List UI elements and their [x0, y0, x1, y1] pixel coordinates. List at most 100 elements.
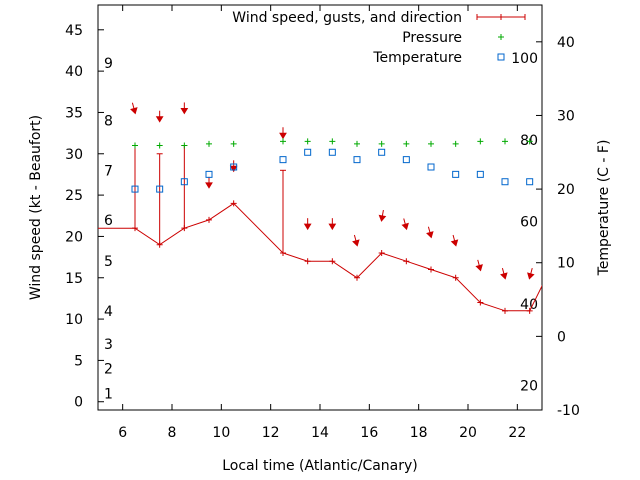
- wind-direction-arrow: [328, 218, 337, 231]
- temperature-point: [476, 170, 484, 178]
- y-right-tick-label: -10: [557, 403, 580, 419]
- fahrenheit-label: 40: [520, 297, 538, 313]
- arrow-head: [130, 107, 138, 115]
- wind-direction-arrow: [500, 267, 508, 280]
- x-tick-label: 14: [311, 425, 329, 441]
- wind-speed-point: [354, 274, 360, 281]
- arrow-head: [401, 222, 409, 231]
- legend-swatch-pressure: [498, 34, 504, 40]
- temperature-point: [353, 156, 361, 164]
- wind-speed-point: [403, 258, 410, 265]
- wind-speed-point: [452, 274, 459, 281]
- wind-direction-arrow: [229, 160, 238, 173]
- wind-speed-point: [477, 299, 484, 306]
- x-tick-label: 18: [410, 425, 428, 441]
- beaufort-label: 7: [104, 163, 113, 179]
- temperature-point: [328, 148, 336, 156]
- arrow-head: [450, 239, 459, 247]
- arrow-head: [475, 264, 483, 272]
- pressure-point: [230, 140, 237, 147]
- temperature-point: [279, 156, 287, 164]
- y-left-tick-label: 5: [74, 353, 83, 369]
- temperature-point: [180, 178, 188, 186]
- beaufort-label: 6: [104, 213, 113, 229]
- y-left-tick-label: 40: [65, 64, 83, 80]
- legend-label-wind: Wind speed, gusts, and direction: [232, 10, 462, 26]
- axis-ticks: 6 8 10 12 14 16 18 20 22051015202530354045-10010…: [65, 5, 580, 441]
- y-right-tick-label: 40: [557, 35, 575, 51]
- wind-speed-point: [156, 241, 163, 248]
- y-left-tick-label: 20: [65, 229, 83, 245]
- fahrenheit-label: 20: [520, 379, 538, 395]
- pressure-point: [378, 140, 385, 147]
- wind-speed-point: [378, 249, 385, 256]
- temperature-point: [304, 148, 312, 156]
- temperature-point: [156, 185, 164, 193]
- arrow-head: [352, 239, 360, 247]
- wind-direction-arrow: [352, 234, 360, 247]
- pressure-point: [304, 138, 311, 145]
- y-left-tick-label: 0: [74, 395, 83, 411]
- temperature-point: [526, 178, 534, 186]
- temperature-point: [427, 163, 435, 171]
- temperature-point: [378, 148, 386, 156]
- beaufort-label: 3: [104, 337, 113, 353]
- legend-swatch-temperature: [497, 53, 505, 61]
- x-tick-label: 12: [262, 425, 280, 441]
- y-left-tick-label: 30: [65, 147, 83, 163]
- arrow-head: [426, 231, 434, 239]
- pressure-point: [354, 140, 360, 147]
- beaufort-label: 1: [104, 386, 113, 402]
- beaufort-label: 8: [104, 114, 113, 130]
- wind-speed-point: [206, 216, 212, 223]
- wind-series: [98, 145, 542, 314]
- wind-speed-point: [280, 249, 286, 256]
- arrow-head: [328, 223, 337, 231]
- x-tick-label: 20: [459, 425, 477, 441]
- wind-speed-point: [428, 266, 434, 273]
- pressure-point: [403, 140, 410, 147]
- wind-direction-arrow: [180, 102, 189, 115]
- y-left-tick-label: 25: [65, 188, 83, 204]
- data-marks: [98, 102, 542, 314]
- arrow-head: [527, 272, 535, 280]
- pressure-point: [329, 138, 336, 145]
- beaufort-label: 9: [104, 56, 113, 72]
- y-left-tick-label: 10: [65, 312, 83, 328]
- pressure-point: [428, 140, 434, 147]
- y-right-tick-label: 30: [557, 108, 575, 124]
- wind-speed-point: [230, 200, 237, 207]
- wind-direction-arrow: [527, 267, 535, 280]
- pressure-point: [477, 138, 484, 145]
- wind-direction-arrow: [378, 209, 387, 222]
- pressure-point: [181, 142, 188, 149]
- temperature-point: [205, 170, 213, 178]
- legend-label-temperature: Temperature: [372, 50, 462, 66]
- wind-speed-point: [526, 307, 533, 314]
- arrow-head: [303, 223, 312, 231]
- y-right-tick-label: 20: [557, 182, 575, 198]
- y-left-tick-label: 45: [65, 23, 83, 39]
- y-left-tick-label: 35: [65, 105, 83, 121]
- arrow-head: [500, 272, 508, 280]
- wind-speed-point: [502, 307, 508, 314]
- x-tick-label: 16: [360, 425, 378, 441]
- temperature-point: [131, 185, 139, 193]
- x-tick-label: 22: [508, 425, 526, 441]
- wind-direction-arrow: [426, 226, 434, 239]
- fahrenheit-label: 100: [511, 51, 538, 67]
- pressure-point: [206, 140, 212, 147]
- legend: Wind speed, gusts, and direction Pressur…: [232, 10, 526, 66]
- wind-direction-arrow: [279, 127, 287, 140]
- wind-direction-arrow: [303, 218, 312, 231]
- wind-speed-line: [98, 202, 542, 312]
- wind-speed-point: [132, 225, 138, 232]
- pressure-point: [132, 142, 138, 149]
- temperature-point: [230, 163, 238, 171]
- legend-swatch-wind-point: [498, 14, 504, 20]
- x-tick-label: 10: [212, 425, 230, 441]
- pressure-point: [526, 138, 533, 145]
- x-tick-label: 8: [168, 425, 177, 441]
